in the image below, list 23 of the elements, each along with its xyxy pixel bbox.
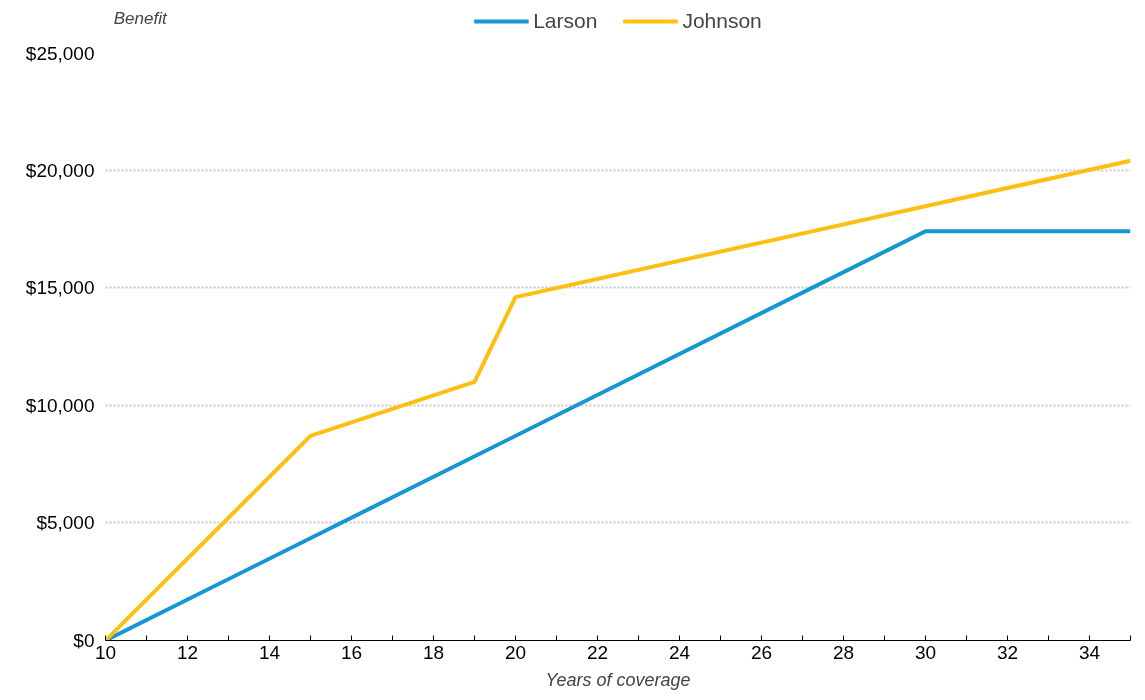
x-tick-label: 32 <box>996 641 1019 663</box>
x-tick-label: 20 <box>504 641 527 663</box>
y-tick-label: $25,000 <box>25 42 95 64</box>
x-tick-label: 12 <box>176 641 199 663</box>
x-tick-label: 28 <box>832 641 855 663</box>
x-tick-label: 22 <box>586 641 609 663</box>
x-tick-label: 24 <box>668 641 691 663</box>
x-tick-label: 10 <box>94 641 117 663</box>
x-tick-label: 18 <box>422 641 445 663</box>
y-tick-label: $10,000 <box>25 394 95 416</box>
legend-label: Larson <box>533 9 598 33</box>
x-tick-label: 26 <box>750 641 773 663</box>
x-tick-label: 14 <box>258 641 281 663</box>
y-tick-label: $20,000 <box>25 159 95 181</box>
legend-label: Johnson <box>682 9 762 33</box>
x-tick-label: 34 <box>1078 641 1101 663</box>
x-tick-label: 16 <box>340 641 363 663</box>
x-axis-title: Years of coverage <box>545 669 691 690</box>
y-tick-label: $5,000 <box>36 512 95 534</box>
y-tick-label: $0 <box>73 630 95 651</box>
y-tick-label: $15,000 <box>25 277 95 299</box>
text: Benefit <box>113 8 168 28</box>
x-tick-label: 30 <box>914 641 937 663</box>
